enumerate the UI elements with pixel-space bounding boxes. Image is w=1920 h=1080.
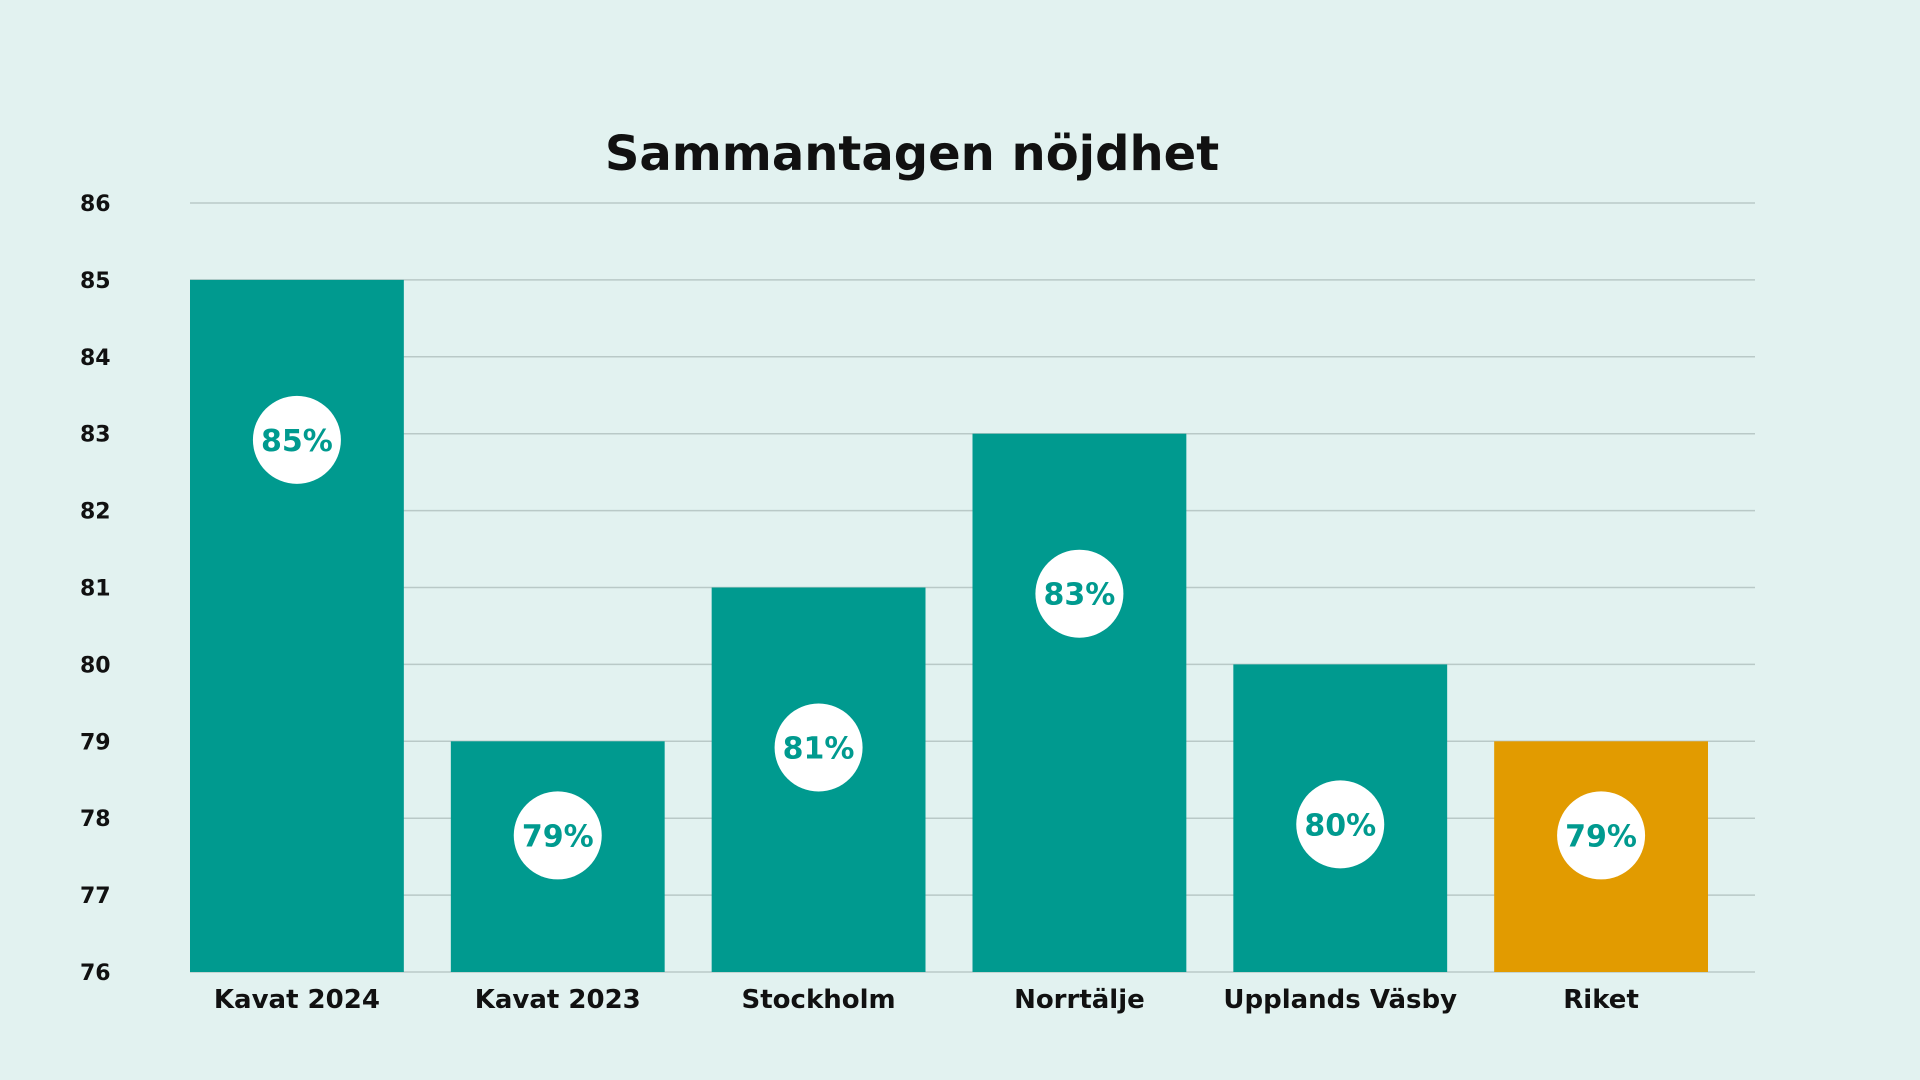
- y-tick-label: 76: [80, 961, 111, 986]
- data-label: 79%: [522, 819, 594, 854]
- x-tick-label: Riket: [1563, 985, 1639, 1015]
- x-tick-label: Stockholm: [742, 985, 896, 1015]
- data-label-badge: [774, 703, 863, 792]
- data-label: 81%: [783, 732, 855, 767]
- data-label: 80%: [1304, 808, 1376, 843]
- data-label-badge: [513, 791, 602, 880]
- bar: [190, 279, 404, 972]
- x-axis: Kavat 2024 Kavat 2023 Stockholm Norrtälje Up…: [214, 985, 1639, 1015]
- y-tick-label: 84: [80, 346, 111, 371]
- y-axis: 86 85 84 83 82 81 80 79 78 77 76: [80, 192, 111, 986]
- x-tick-label: Norrtälje: [1014, 985, 1145, 1015]
- y-tick-label: 83: [80, 423, 111, 448]
- data-label-badge: [1557, 791, 1646, 880]
- data-label: 79%: [1565, 819, 1637, 854]
- data-label-badge: [252, 395, 341, 484]
- data-label-badge: [1296, 780, 1385, 869]
- y-tick-label: 81: [80, 577, 111, 602]
- data-label-badge: [1035, 549, 1124, 638]
- chart-title: Sammantagen nöjdhet: [605, 126, 1219, 182]
- y-tick-label: 77: [80, 884, 111, 909]
- y-tick-label: 79: [80, 730, 111, 755]
- y-tick-label: 80: [80, 653, 111, 678]
- data-label: 85%: [261, 424, 333, 459]
- bar: [972, 433, 1187, 972]
- bars: 85% 79% 81% 83% 80% 79%: [190, 279, 1708, 972]
- data-label: 83%: [1044, 578, 1116, 613]
- x-tick-label: Upplands Väsby: [1223, 985, 1457, 1015]
- x-tick-label: Kavat 2024: [214, 985, 380, 1015]
- x-tick-label: Kavat 2023: [475, 985, 641, 1015]
- y-tick-label: 78: [80, 807, 111, 832]
- y-tick-label: 82: [80, 500, 111, 525]
- y-tick-label: 85: [80, 269, 111, 294]
- y-tick-label: 86: [80, 192, 111, 217]
